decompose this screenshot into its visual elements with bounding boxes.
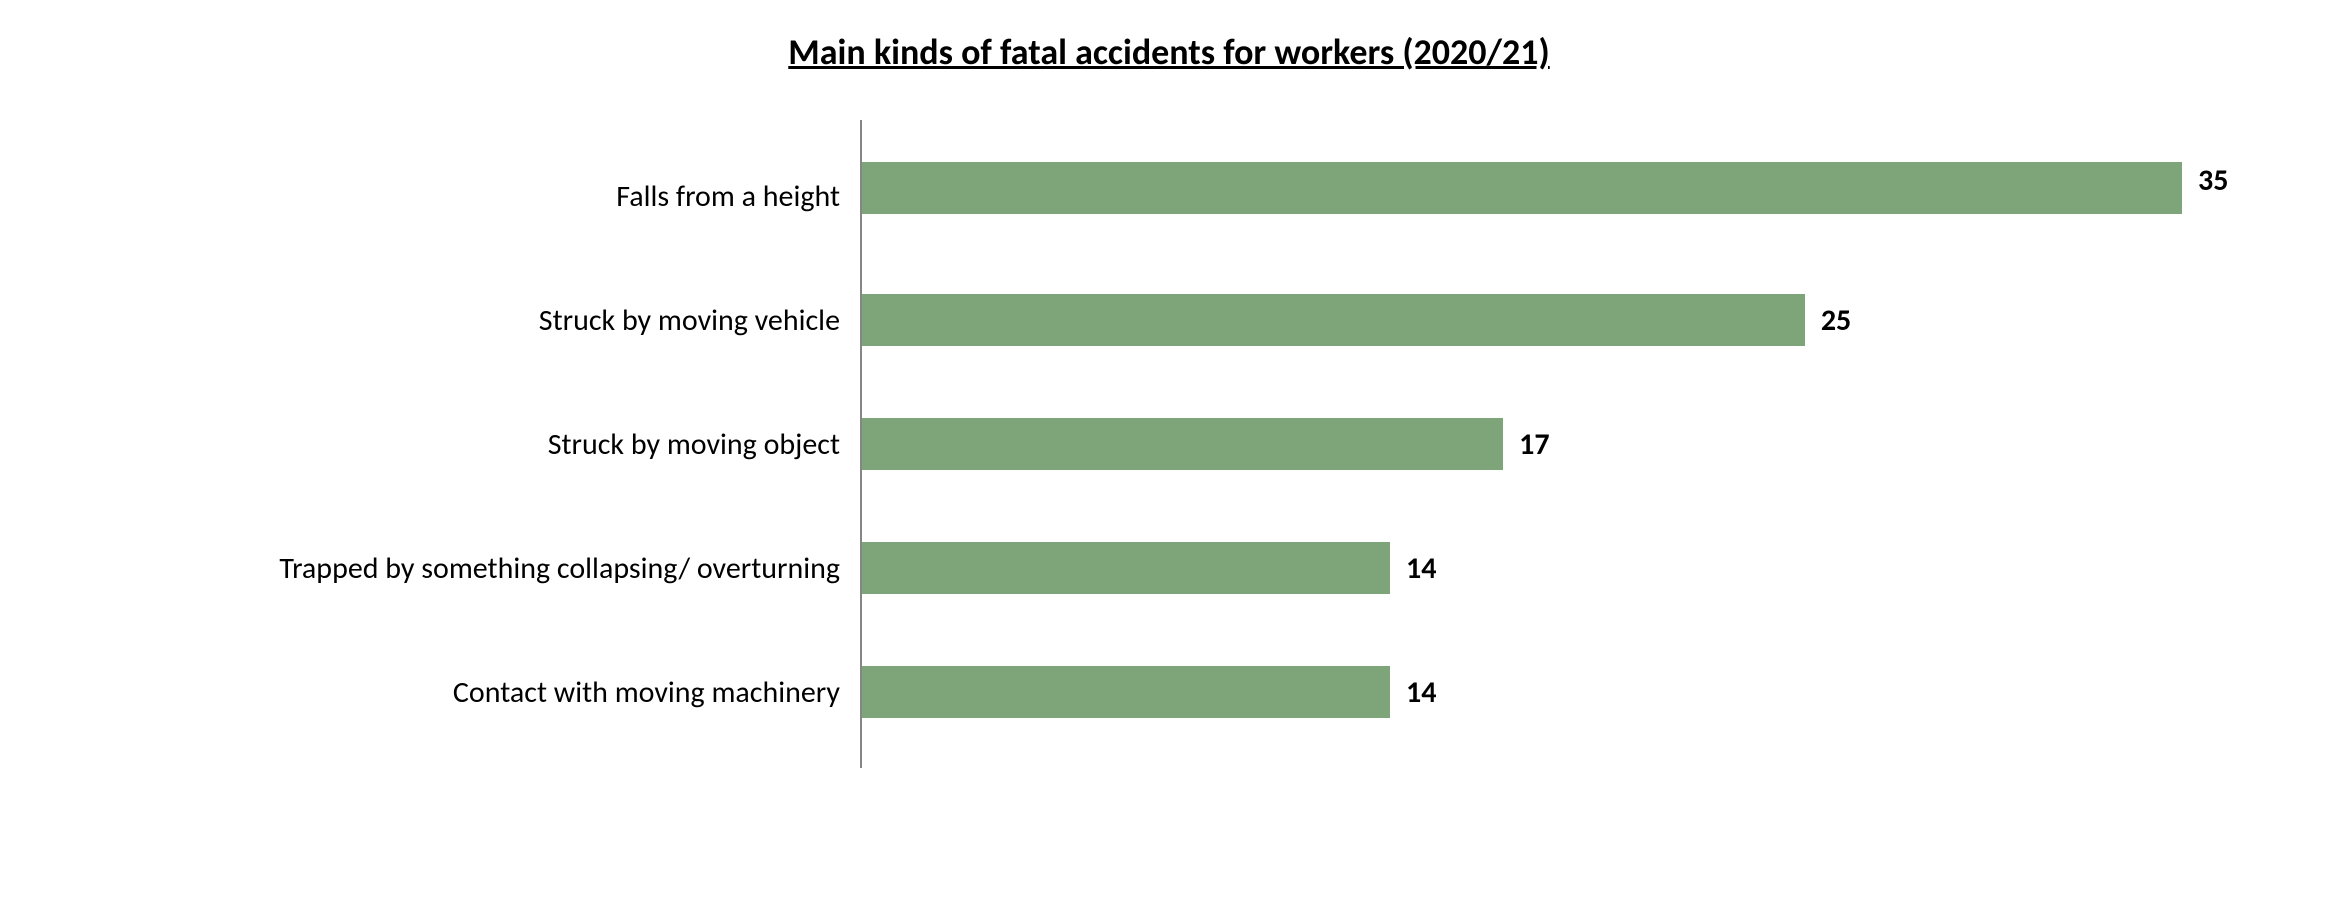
bar-axis-cell: 14 xyxy=(860,630,2260,754)
bar-axis-cell: 35 xyxy=(860,134,2260,258)
bar-value: 17 xyxy=(1519,426,1549,463)
bar-row: Falls from a height 35 xyxy=(140,134,2278,258)
chart-plot-area: Falls from a height 35 Struck by moving … xyxy=(140,134,2278,754)
bar xyxy=(862,542,1390,594)
bar xyxy=(862,294,1805,346)
bar xyxy=(862,666,1390,718)
bar-label: Falls from a height xyxy=(140,178,860,215)
bar-axis-cell: 25 xyxy=(860,258,2260,382)
bar-axis-cell: 17 xyxy=(860,382,2260,506)
bar-value: 25 xyxy=(1821,302,1851,339)
bar xyxy=(862,418,1503,470)
axis-tick-top xyxy=(860,120,862,134)
bar-row: Struck by moving object 17 xyxy=(140,382,2278,506)
bar-label: Trapped by something collapsing/ overtur… xyxy=(140,550,860,587)
bar-value: 35 xyxy=(2198,162,2228,199)
bar-row: Contact with moving machinery 14 xyxy=(140,630,2278,754)
bar-value: 14 xyxy=(1406,550,1436,587)
bar-label: Contact with moving machinery xyxy=(140,674,860,711)
bar xyxy=(862,162,2182,214)
bar-row: Trapped by something collapsing/ overtur… xyxy=(140,506,2278,630)
bar-label: Struck by moving object xyxy=(140,426,860,463)
chart-title: Main kinds of fatal accidents for worker… xyxy=(60,30,2278,74)
axis-tick-bottom xyxy=(860,754,862,768)
bar-value: 14 xyxy=(1406,674,1436,711)
bar-label: Struck by moving vehicle xyxy=(140,302,860,339)
bar-row: Struck by moving vehicle 25 xyxy=(140,258,2278,382)
bar-axis-cell: 14 xyxy=(860,506,2260,630)
